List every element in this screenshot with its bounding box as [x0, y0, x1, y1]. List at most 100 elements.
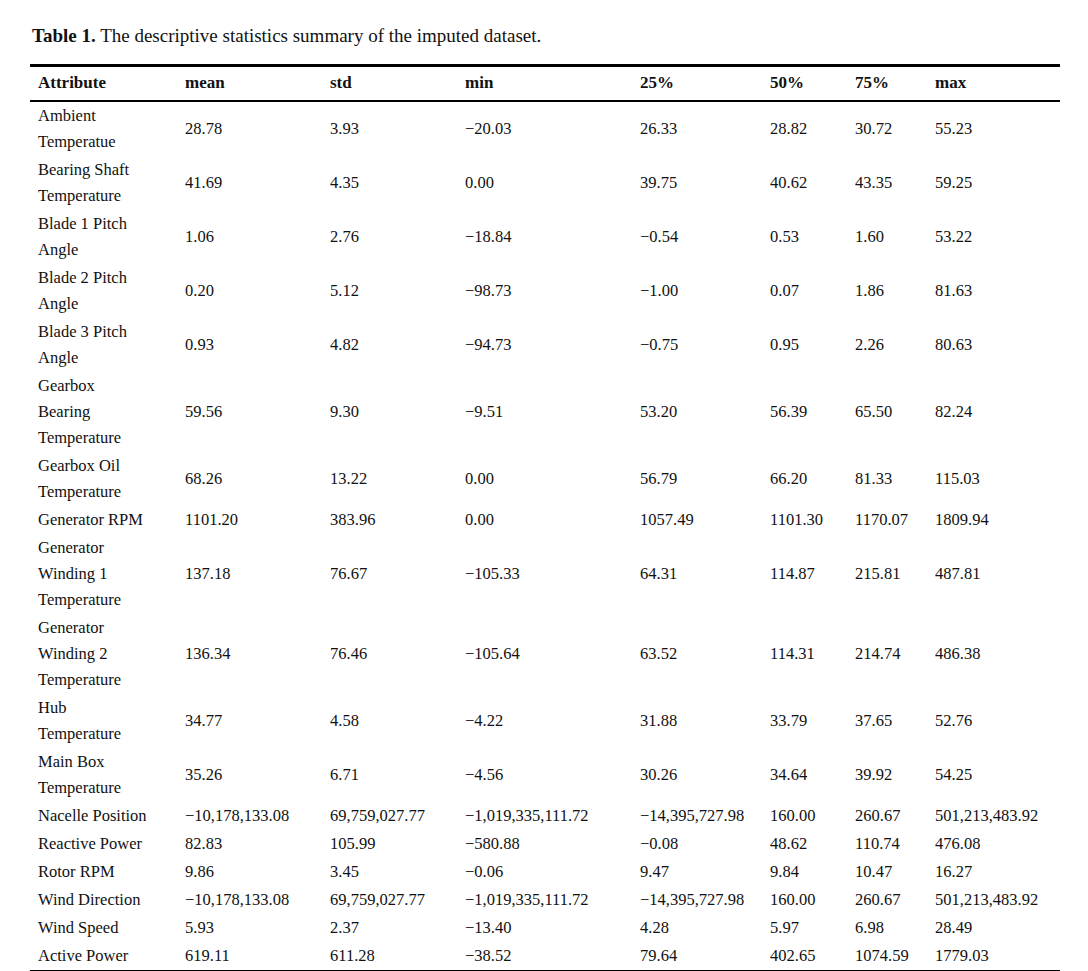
value-cell: 76.46 [330, 614, 465, 694]
value-cell: 53.20 [640, 372, 770, 452]
attribute-cell: Generator Winding 2 Temperature [30, 614, 185, 694]
attribute-cell: Blade 2 Pitch Angle [30, 264, 185, 318]
attribute-cell: Main Box Temperature [30, 748, 185, 802]
table-row: Wind Direction−10,178,133.0869,759,027.7… [30, 886, 1060, 914]
value-cell: 26.33 [640, 101, 770, 156]
value-cell: 1779.03 [935, 942, 1060, 971]
attribute-cell: Blade 1 Pitch Angle [30, 210, 185, 264]
value-cell: 0.00 [465, 452, 640, 506]
value-cell: −0.06 [465, 858, 640, 886]
value-cell: 69,759,027.77 [330, 886, 465, 914]
value-cell: 59.25 [935, 156, 1060, 210]
value-cell: 28.49 [935, 914, 1060, 942]
value-cell: 30.26 [640, 748, 770, 802]
value-cell: −0.75 [640, 318, 770, 372]
value-cell: 0.93 [185, 318, 330, 372]
value-cell: 80.63 [935, 318, 1060, 372]
table-row: Ambient Temperatue28.783.93−20.0326.3328… [30, 101, 1060, 156]
table-caption: Table 1. The descriptive statistics summ… [32, 24, 1060, 48]
value-cell: 4.28 [640, 914, 770, 942]
value-cell: −1.00 [640, 264, 770, 318]
value-cell: 501,213,483.92 [935, 802, 1060, 830]
column-header-50-: 50% [770, 66, 855, 102]
table-row: Active Power619.11611.28−38.5279.64402.6… [30, 942, 1060, 971]
value-cell: −10,178,133.08 [185, 886, 330, 914]
column-header-min: min [465, 66, 640, 102]
value-cell: 0.00 [465, 156, 640, 210]
page: Table 1. The descriptive statistics summ… [0, 0, 1088, 971]
column-header-std: std [330, 66, 465, 102]
value-cell: 0.00 [465, 506, 640, 534]
column-header-max: max [935, 66, 1060, 102]
value-cell: 59.56 [185, 372, 330, 452]
table-caption-label: Table 1. [32, 25, 96, 46]
table-row: Gearbox Bearing Temperature59.569.30−9.5… [30, 372, 1060, 452]
value-cell: 136.34 [185, 614, 330, 694]
attribute-cell: Bearing Shaft Temperature [30, 156, 185, 210]
value-cell: 37.65 [855, 694, 935, 748]
value-cell: 486.38 [935, 614, 1060, 694]
attribute-cell: Wind Direction [30, 886, 185, 914]
value-cell: 6.71 [330, 748, 465, 802]
value-cell: 214.74 [855, 614, 935, 694]
table-row: Main Box Temperature35.266.71−4.5630.263… [30, 748, 1060, 802]
value-cell: 10.47 [855, 858, 935, 886]
attribute-cell: Hub Temperature [30, 694, 185, 748]
value-cell: 0.07 [770, 264, 855, 318]
value-cell: 1057.49 [640, 506, 770, 534]
attribute-cell: Generator RPM [30, 506, 185, 534]
value-cell: 402.65 [770, 942, 855, 971]
value-cell: 56.39 [770, 372, 855, 452]
table-row: Blade 2 Pitch Angle0.205.12−98.73−1.000.… [30, 264, 1060, 318]
value-cell: 2.26 [855, 318, 935, 372]
value-cell: −14,395,727.98 [640, 802, 770, 830]
value-cell: 79.64 [640, 942, 770, 971]
value-cell: −20.03 [465, 101, 640, 156]
value-cell: 68.26 [185, 452, 330, 506]
attribute-cell: Nacelle Position [30, 802, 185, 830]
value-cell: −0.54 [640, 210, 770, 264]
attribute-cell: Gearbox Bearing Temperature [30, 372, 185, 452]
table-row: Blade 1 Pitch Angle1.062.76−18.84−0.540.… [30, 210, 1060, 264]
value-cell: 383.96 [330, 506, 465, 534]
value-cell: 260.67 [855, 802, 935, 830]
value-cell: 611.28 [330, 942, 465, 971]
value-cell: 9.30 [330, 372, 465, 452]
value-cell: 43.35 [855, 156, 935, 210]
value-cell: 30.72 [855, 101, 935, 156]
value-cell: 63.52 [640, 614, 770, 694]
value-cell: 487.81 [935, 534, 1060, 614]
attribute-cell: Ambient Temperatue [30, 101, 185, 156]
table-row: Generator Winding 2 Temperature136.3476.… [30, 614, 1060, 694]
value-cell: −105.64 [465, 614, 640, 694]
value-cell: 81.63 [935, 264, 1060, 318]
value-cell: 39.92 [855, 748, 935, 802]
value-cell: −4.56 [465, 748, 640, 802]
value-cell: 115.03 [935, 452, 1060, 506]
value-cell: 9.84 [770, 858, 855, 886]
column-header-75-: 75% [855, 66, 935, 102]
value-cell: −18.84 [465, 210, 640, 264]
attribute-cell: Rotor RPM [30, 858, 185, 886]
table-row: Wind Speed5.932.37−13.404.285.976.9828.4… [30, 914, 1060, 942]
value-cell: −13.40 [465, 914, 640, 942]
value-cell: 160.00 [770, 886, 855, 914]
attribute-cell: Active Power [30, 942, 185, 971]
attribute-cell: Reactive Power [30, 830, 185, 858]
value-cell: 1101.30 [770, 506, 855, 534]
value-cell: 4.58 [330, 694, 465, 748]
table-row: Gearbox Oil Temperature68.2613.220.0056.… [30, 452, 1060, 506]
value-cell: 1.86 [855, 264, 935, 318]
value-cell: 619.11 [185, 942, 330, 971]
table-row: Generator Winding 1 Temperature137.1876.… [30, 534, 1060, 614]
value-cell: 1.06 [185, 210, 330, 264]
value-cell: 5.97 [770, 914, 855, 942]
table-row: Hub Temperature34.774.58−4.2231.8833.793… [30, 694, 1060, 748]
value-cell: 55.23 [935, 101, 1060, 156]
value-cell: 5.12 [330, 264, 465, 318]
value-cell: 137.18 [185, 534, 330, 614]
attribute-cell: Gearbox Oil Temperature [30, 452, 185, 506]
value-cell: 65.50 [855, 372, 935, 452]
value-cell: −4.22 [465, 694, 640, 748]
value-cell: 52.76 [935, 694, 1060, 748]
